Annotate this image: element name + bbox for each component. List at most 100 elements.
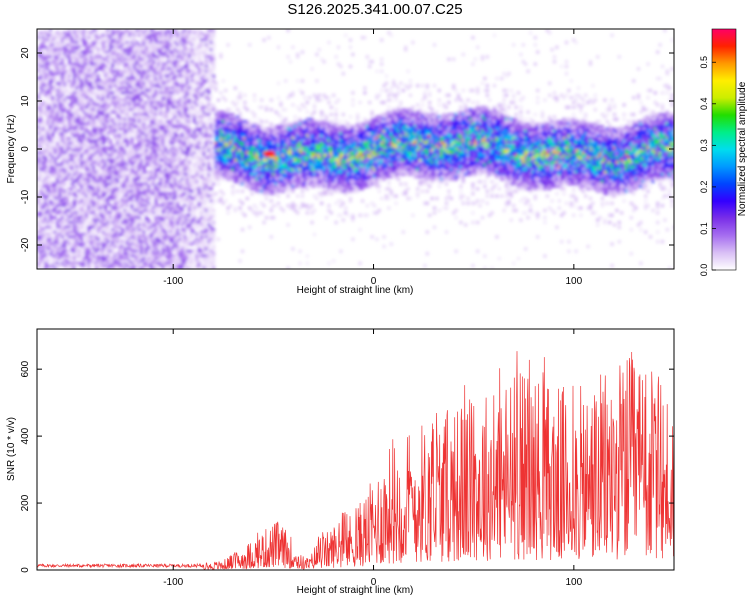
heatmap-cell: [58, 77, 62, 80]
heatmap-cell: [39, 117, 43, 121]
heatmap-cell: [44, 55, 48, 59]
heatmap-cell: [39, 151, 43, 155]
heatmap-cell: [56, 254, 60, 258]
heatmap-cell: [53, 103, 57, 107]
heatmap-cell: [56, 237, 60, 241]
heatmap-cell: [63, 65, 67, 68]
heatmap-cell: [41, 161, 45, 164]
heatmap-cell: [46, 170, 50, 174]
heatmap-cell: [46, 108, 50, 112]
heatmap-cell: [61, 192, 64, 196]
heatmap-cell: [61, 163, 64, 167]
heatmap-cell: [39, 259, 43, 263]
heatmap-cell: [44, 36, 48, 40]
heatmap-cell: [41, 110, 45, 114]
heatmap-cell: [46, 84, 50, 88]
heatmap-cell: [51, 158, 55, 162]
heatmap-cell: [63, 221, 67, 224]
heatmap-cell: [39, 110, 43, 114]
heatmap-cell: [39, 141, 43, 145]
heatmap-cell: [51, 230, 55, 234]
heatmap-cell: [61, 79, 64, 83]
heatmap-cell: [41, 91, 45, 95]
heatmap-cell: [58, 89, 62, 92]
heatmap-cell: [37, 221, 40, 224]
heatmap-cell: [39, 199, 43, 203]
heatmap-cell: [58, 84, 62, 88]
heatmap-cell: [58, 74, 62, 78]
heatmap-cell: [46, 62, 50, 66]
heatmap-cell: [39, 249, 43, 253]
heatmap-cell: [61, 113, 64, 116]
heatmap-cell: [39, 36, 43, 40]
heatmap-cell: [53, 266, 57, 269]
heatmap-cell: [46, 33, 50, 37]
heatmap-cell: [51, 84, 55, 88]
heatmap-cell: [46, 177, 50, 181]
heatmap-cell: [53, 33, 57, 37]
heatmap-cell: [56, 161, 60, 164]
heatmap-cell: [44, 74, 48, 78]
heatmap-cell: [37, 213, 40, 217]
heatmap-cell: [56, 122, 60, 126]
heatmap-cell: [49, 65, 52, 68]
heatmap-cell: [46, 151, 50, 155]
heatmap-cell: [51, 161, 55, 164]
heatmap-cell: [37, 156, 40, 160]
heatmap-cell: [44, 137, 48, 140]
heatmap-cell: [56, 67, 60, 71]
heatmap-cell: [49, 156, 52, 160]
heatmap-cell: [39, 137, 43, 140]
heatmap-cell: [63, 31, 67, 35]
heatmap-cell: [51, 146, 55, 150]
heatmap-cell: [49, 249, 52, 253]
heatmap-cell: [56, 117, 60, 121]
heatmap-cell: [63, 141, 67, 145]
heatmap-cell: [58, 192, 62, 196]
heatmap-cell: [44, 48, 48, 52]
heatmap-cell: [41, 103, 45, 107]
heatmap-cell: [56, 247, 60, 251]
heatmap-cell: [53, 216, 57, 220]
heatmap-cell: [44, 197, 48, 200]
heatmap-cell: [37, 175, 40, 179]
heatmap-cell: [53, 197, 57, 200]
heatmap-cell: [44, 158, 48, 162]
heatmap-cell: [56, 103, 60, 107]
heatmap-cell: [61, 38, 64, 42]
heatmap-cell: [39, 105, 43, 109]
heatmap-cell: [53, 189, 57, 193]
heatmap-cell: [58, 257, 62, 260]
heatmap-cell: [41, 105, 45, 109]
heatmap-cell: [56, 201, 60, 205]
heatmap-cell: [41, 41, 45, 44]
heatmap-cell: [58, 165, 62, 169]
heatmap-cell: [53, 36, 57, 40]
heatmap-cell: [53, 261, 57, 265]
heatmap-cell: [39, 149, 43, 152]
heatmap-cell: [41, 187, 45, 191]
heatmap-cell: [39, 165, 43, 169]
heatmap-cell: [63, 225, 67, 229]
heatmap-cell: [61, 175, 64, 179]
heatmap-cell: [41, 69, 45, 73]
heatmap-cell: [46, 225, 50, 229]
heatmap-cell: [63, 89, 67, 92]
heatmap-cell: [51, 132, 55, 136]
heatmap-cell: [51, 204, 55, 208]
heatmap-cell: [61, 228, 64, 232]
heatmap-cell: [49, 55, 52, 59]
heatmap-cell: [44, 139, 48, 143]
heatmap-cell: [49, 144, 52, 148]
heatmap-cell: [53, 115, 57, 119]
heatmap-cell: [51, 137, 55, 140]
heatmap-cell: [56, 137, 60, 140]
heatmap-cell: [58, 245, 62, 248]
heatmap-cell: [63, 153, 67, 157]
heatmap-cell: [61, 144, 64, 148]
heatmap-cell: [49, 122, 52, 126]
heatmap-cell: [44, 77, 48, 80]
heatmap-cell: [53, 201, 57, 205]
heatmap-cell: [53, 105, 57, 109]
heatmap-cell: [37, 223, 40, 227]
